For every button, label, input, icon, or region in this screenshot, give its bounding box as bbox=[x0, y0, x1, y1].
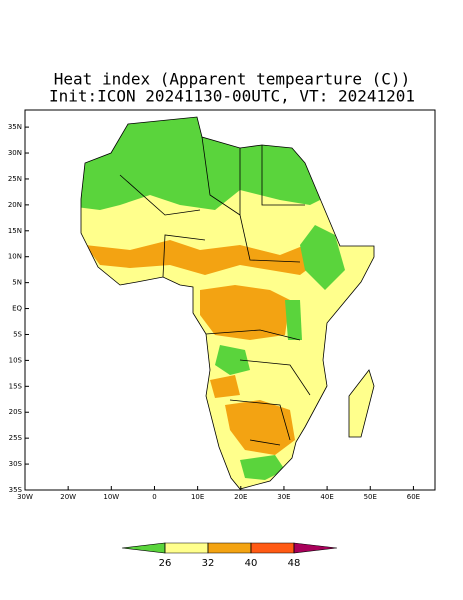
colorbar-segment bbox=[293, 542, 338, 554]
x-tick-label: 10E bbox=[191, 493, 204, 501]
y-tick-label: 20N bbox=[8, 201, 22, 209]
y-tick-label: 15N bbox=[8, 227, 22, 235]
colorbar-label: 26 bbox=[159, 558, 172, 569]
x-tick-label: 0 bbox=[152, 493, 156, 501]
heat-region bbox=[225, 400, 295, 455]
heat-region bbox=[300, 225, 345, 290]
colorbar-label: 48 bbox=[288, 558, 301, 569]
title: Heat index (Apparent tempearture (C)) bbox=[54, 70, 410, 89]
colorbar-segment bbox=[207, 542, 252, 554]
x-tick-label: 30E bbox=[277, 493, 290, 501]
coastline bbox=[80, 116, 375, 490]
x-tick-label: 50E bbox=[364, 493, 377, 501]
colorbar-label: 40 bbox=[245, 558, 258, 569]
heat-region bbox=[215, 345, 250, 375]
y-tick-label: 35N bbox=[8, 123, 22, 131]
x-tick-label: 10W bbox=[103, 493, 119, 501]
y-tick-label: 5S bbox=[13, 330, 22, 338]
x-tick-label: 20E bbox=[234, 493, 247, 501]
colorbar-segment bbox=[121, 542, 166, 554]
colorbar: 26 32 40 48 bbox=[121, 542, 338, 569]
y-tick-label: 5N bbox=[12, 279, 22, 287]
y-tick-label: 30S bbox=[9, 460, 23, 468]
subtitle: Init:ICON 20241130-00UTC, VT: 20241201 bbox=[49, 87, 415, 106]
heat-region bbox=[285, 300, 302, 340]
x-tick-label: 30W bbox=[17, 493, 33, 501]
colorbar-segment bbox=[164, 542, 209, 554]
x-tick-label: 60E bbox=[407, 493, 420, 501]
x-tick-label: 20W bbox=[60, 493, 76, 501]
heat-region bbox=[210, 375, 240, 398]
y-tick-label: 10N bbox=[8, 253, 22, 261]
y-tick-label: EQ bbox=[12, 305, 22, 313]
heat-region bbox=[240, 455, 285, 480]
colorbar-segment bbox=[250, 542, 295, 554]
y-tick-label: 25S bbox=[9, 434, 23, 442]
y-tick-label: 15S bbox=[9, 382, 23, 390]
colorbar-label: 32 bbox=[202, 558, 215, 569]
heat-region bbox=[85, 240, 320, 275]
y-tick-label: 30N bbox=[8, 149, 22, 157]
y-tick-label: 20S bbox=[9, 408, 23, 416]
heat-region bbox=[200, 285, 290, 340]
map-frame bbox=[24, 109, 436, 491]
y-tick-label: 10S bbox=[9, 356, 23, 364]
y-tick-label: 25N bbox=[8, 175, 22, 183]
y-tick-label: 35S bbox=[9, 486, 23, 494]
x-tick-label: 40E bbox=[320, 493, 333, 501]
